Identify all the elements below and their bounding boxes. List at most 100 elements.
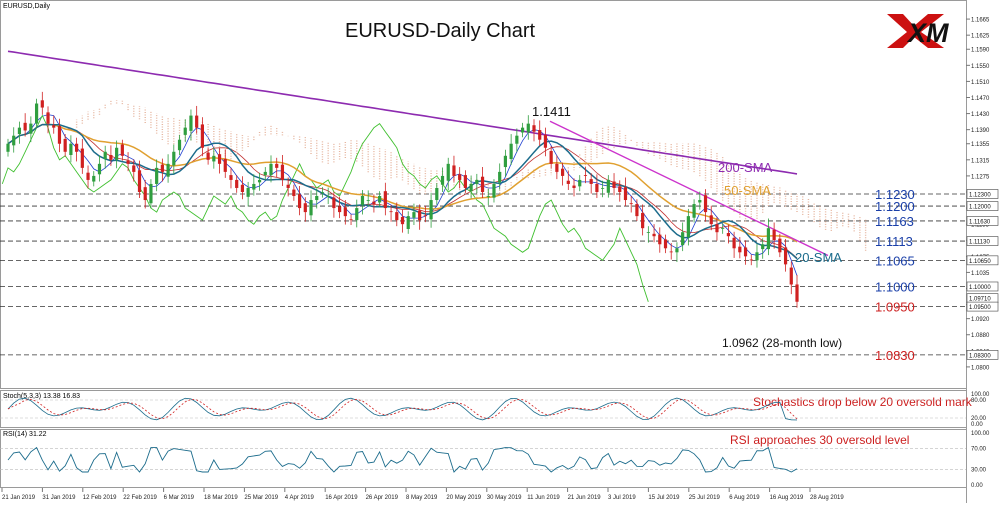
date-tick-label: 4 Apr 2019	[285, 495, 315, 501]
price-tick-label: 1.1355	[971, 142, 990, 148]
candle-body	[715, 224, 719, 233]
stoch-panel-frame	[0, 390, 967, 428]
axis-level-box	[966, 236, 999, 246]
price-tick-label: 1.1315	[971, 158, 990, 164]
candles	[6, 91, 799, 308]
candle-body	[412, 212, 416, 218]
trendline	[549, 120, 829, 257]
stoch-tick-label: 20.00	[971, 416, 987, 422]
price-tick-label: 1.1390	[971, 128, 990, 134]
level-label: 1.1200	[875, 199, 915, 214]
price-tick-label: 1.0800	[971, 365, 990, 371]
candle-body	[246, 187, 250, 197]
logo-x-mark	[887, 14, 944, 48]
rsi-annotation: RSI approaches 30 oversold level	[730, 433, 909, 447]
candle-body	[69, 143, 73, 155]
price-tick-label: 1.1275	[971, 174, 990, 180]
axis-level-box	[966, 350, 999, 360]
candle-body	[200, 124, 204, 148]
candle-body	[629, 203, 633, 205]
level-label: 1.0950	[875, 300, 915, 315]
price-tick-label: 1.1625	[971, 34, 990, 40]
candle-body	[503, 155, 508, 168]
level-label: 1.1113	[875, 234, 913, 249]
candle-body	[395, 212, 399, 221]
candle-body	[589, 179, 593, 184]
candle-body	[269, 163, 273, 176]
candle-body	[257, 179, 262, 183]
candle-body	[583, 175, 588, 176]
date-tick-label: 6 Aug 2019	[729, 495, 760, 501]
candle-body	[86, 172, 90, 180]
date-tick-label: 20 May 2019	[446, 495, 481, 501]
candle-body	[486, 196, 490, 197]
price-tick-label: 1.0880	[971, 333, 990, 339]
candle-body	[566, 180, 570, 184]
candle-body	[480, 176, 485, 192]
candle-body	[17, 127, 22, 135]
chikou-line	[1, 114, 649, 302]
candle-body	[789, 267, 793, 285]
candle-body	[475, 179, 479, 184]
candle-body	[560, 168, 565, 176]
date-tick-label: 12 Feb 2019	[83, 495, 117, 501]
candle-body	[669, 251, 673, 253]
chart-title: EURUSD-Daily Chart	[345, 20, 535, 42]
date-tick-label: 25 Mar 2019	[244, 495, 278, 501]
sma50-line	[7, 123, 798, 243]
candle-body	[383, 191, 387, 209]
date-tick-label: 25 Jul 2019	[689, 495, 721, 501]
axis-level-value: 1.12000	[969, 205, 991, 211]
candle-body	[349, 219, 353, 221]
candle-body	[532, 125, 536, 132]
rsi-tick-label: 100.00	[971, 431, 990, 437]
candle-body	[206, 152, 210, 160]
rsi-line-path	[7, 446, 798, 473]
date-tick-label: 16 Apr 2019	[325, 495, 358, 501]
candle-body	[338, 206, 342, 213]
level-label: 1.0830	[875, 348, 915, 363]
candle-body	[183, 127, 187, 135]
candle-body	[297, 194, 302, 209]
candle-body	[275, 163, 279, 168]
candle-body	[92, 175, 96, 182]
axis-level-box	[966, 255, 999, 266]
level-label: 1.1000	[875, 279, 915, 294]
stoch-tick-label: 100.00	[971, 392, 990, 398]
candle-body	[34, 103, 39, 124]
date-tick-label: 30 May 2019	[487, 495, 522, 501]
candle-body	[463, 175, 467, 188]
axis-level-value: 1.08300	[969, 353, 991, 359]
candle-body	[46, 112, 50, 124]
price-tick-label: 1.1550	[971, 64, 990, 70]
sma20-label: 20-SMA	[795, 250, 842, 265]
candle-body	[286, 184, 290, 188]
rsi-line: 100.00 70.00 30.00 0.00	[0, 431, 990, 489]
candle-body	[149, 183, 153, 204]
candle-body	[355, 208, 359, 221]
candle-body	[189, 115, 193, 131]
price-tick-label: 1.0920	[971, 317, 990, 323]
candle-body	[252, 183, 256, 190]
date-tick-label: 31 Jan 2019	[42, 495, 76, 501]
candle-body	[143, 187, 147, 201]
indicators	[1, 50, 867, 302]
candle-body	[166, 163, 170, 177]
price-tick-label: 1.1590	[971, 48, 990, 54]
candle-body	[372, 201, 376, 205]
candle-body	[80, 148, 84, 168]
stoch-label: Stoch(5,3,3) 13.38 16.83	[3, 393, 80, 400]
candle-body	[40, 100, 44, 108]
candle-body	[52, 125, 56, 128]
date-axis: 21 Jan 2019 31 Jan 2019 12 Feb 2019 22 Feb …	[1, 488, 844, 501]
axis-level-box	[966, 281, 999, 292]
candle-body	[366, 200, 370, 201]
candle-body	[229, 175, 233, 180]
candle-body	[223, 159, 227, 172]
axis-level-box	[966, 216, 999, 226]
candle-body	[332, 197, 336, 209]
candle-body	[772, 229, 776, 241]
rsi-tick-label: 0.00	[971, 483, 983, 489]
high-annotation: 1.1411	[532, 104, 571, 119]
